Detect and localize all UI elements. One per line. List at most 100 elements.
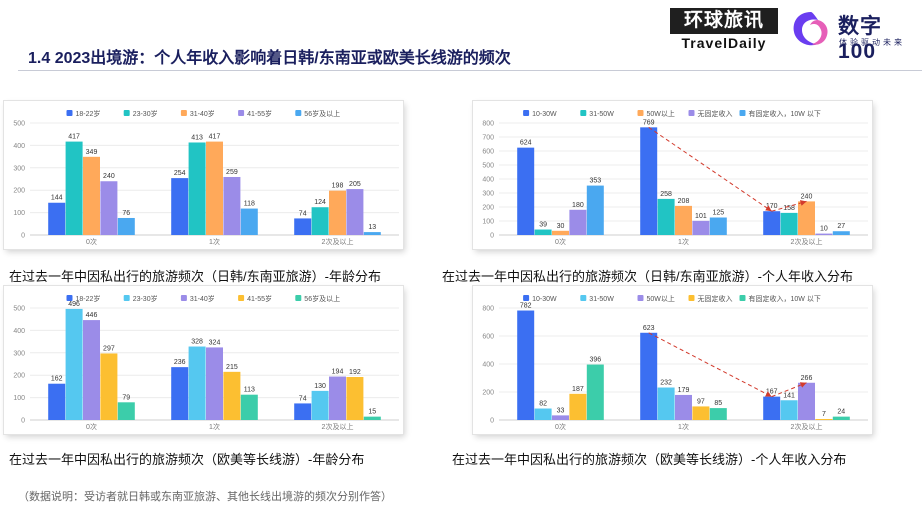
chart-svg: 0 100 200 300 400 500 600 700 800 10-30W 31-50W 50W… [482, 109, 868, 246]
legend-swatch [180, 295, 187, 301]
bar [569, 393, 587, 420]
legend-swatch [688, 110, 695, 116]
legend-label: 31-50W [589, 111, 614, 118]
legend-swatch [66, 295, 73, 301]
bar [657, 198, 675, 235]
data-label: 39 [539, 222, 547, 229]
data-label: 76 [122, 210, 130, 217]
y-tick-label: 400 [482, 362, 494, 369]
data-label: 258 [660, 191, 672, 198]
data-label: 254 [174, 170, 186, 177]
bar [763, 396, 781, 420]
data-label: 141 [783, 392, 795, 399]
y-tick-label: 500 [13, 306, 25, 313]
legend-label: 31-40岁 [190, 294, 215, 303]
bar [294, 403, 312, 420]
bar [534, 229, 552, 235]
data-label: 232 [660, 380, 672, 387]
shuzi100-logo-slogan: 体验驱动未来 [839, 38, 905, 47]
legend-swatch [688, 295, 695, 301]
chart-panel-longhaul-income: 0 200 400 600 800 10-30W 31-50W 50W以上 无固定收入 有固定收入… [473, 286, 872, 434]
legend-item: 56岁及以上 [295, 109, 340, 118]
chart-caption-longhaul-age: 在过去一年中因私出行的旅游频次（欧美等长线游）-年龄分布 [9, 452, 365, 467]
legend-item: 50W以上 [637, 294, 675, 303]
bar [100, 181, 118, 235]
trend-arrow [648, 126, 772, 212]
legend-item: 31-40岁 [180, 294, 215, 303]
legend-item: 18-22岁 [66, 294, 100, 303]
data-label: 79 [122, 394, 130, 401]
legend-item: 无固定收入 [688, 109, 733, 118]
data-label: 118 [244, 201, 255, 208]
y-tick-label: 300 [13, 165, 25, 172]
legend-label: 41-55岁 [247, 109, 272, 118]
title-divider [18, 70, 922, 71]
bar [329, 376, 346, 420]
legend-swatch [123, 295, 130, 301]
chart-caption-longhaul-income: 在过去一年中因私出行的旅游频次（欧美等长线游）-个人年收入分布 [452, 452, 847, 467]
data-label: 15 [368, 409, 376, 416]
bar [346, 376, 364, 420]
bar [763, 211, 781, 235]
legend-swatch [637, 295, 644, 301]
bar [223, 176, 241, 235]
data-label: 82 [539, 401, 547, 408]
bar [311, 207, 329, 235]
legend-swatch [66, 110, 73, 116]
legend-label: 56岁及以上 [304, 294, 340, 303]
data-label: 266 [801, 375, 813, 382]
bar [692, 220, 710, 235]
bar [65, 308, 83, 420]
x-tick-label: 1次 [209, 422, 220, 431]
legend-item: 41-55岁 [238, 294, 272, 303]
legend-swatch [238, 295, 245, 301]
bar [117, 402, 135, 420]
shuzi100-logo: 数字100 体验驱动未来 [788, 8, 920, 63]
bar [83, 320, 100, 420]
y-tick-label: 500 [482, 163, 494, 170]
data-label: 413 [191, 134, 203, 141]
bar [675, 205, 692, 235]
x-tick-label: 1次 [678, 422, 689, 431]
legend-label: 50W以上 [647, 294, 675, 303]
x-tick-label: 2次及以上 [322, 422, 354, 431]
bar [117, 217, 135, 235]
bar [552, 415, 569, 420]
data-label: 236 [174, 359, 186, 366]
x-tick-label: 2次及以上 [791, 237, 823, 246]
y-tick-label: 800 [482, 121, 494, 128]
legend-swatch [739, 110, 746, 116]
bar [363, 232, 381, 235]
bar [171, 178, 189, 235]
legend-item: 有固定收入，10W 以下 [739, 294, 821, 303]
data-label: 769 [643, 119, 655, 126]
y-tick-label: 400 [13, 143, 25, 150]
bar [832, 231, 850, 235]
data-label: 417 [68, 134, 80, 141]
trend-arrow [771, 200, 807, 212]
chart-svg: 0 100 200 300 400 500 18-22岁 23-30岁 31-40岁 41-55岁… [13, 294, 399, 431]
chart-panel-sea-income: 0 100 200 300 400 500 600 700 800 10-30W 31-50W 50W… [473, 101, 872, 249]
data-label: 324 [209, 339, 221, 346]
data-label: 85 [714, 400, 722, 407]
data-label: 328 [191, 339, 203, 346]
bar [569, 209, 587, 235]
legend-item: 31-50W [580, 110, 614, 118]
data-label: 349 [86, 149, 98, 156]
legend-label: 50W以上 [647, 109, 675, 118]
bar [206, 141, 223, 235]
x-tick-label: 0次 [86, 237, 97, 246]
data-label: 208 [678, 198, 690, 205]
x-tick-label: 0次 [86, 422, 97, 431]
y-tick-label: 200 [13, 188, 25, 195]
data-label: 496 [68, 301, 80, 308]
x-tick-label: 1次 [209, 237, 220, 246]
y-tick-label: 0 [21, 418, 25, 425]
legend-label: 有固定收入，10W 以下 [749, 294, 821, 303]
data-label: 162 [51, 376, 63, 383]
shuzi100-logo-text: 数字100 [838, 15, 882, 63]
traveldaily-logo: 环球旅讯 TravelDaily [670, 8, 778, 52]
bar [552, 230, 569, 235]
traveldaily-logo-cn: 环球旅讯 [670, 8, 778, 34]
bar [832, 416, 850, 420]
